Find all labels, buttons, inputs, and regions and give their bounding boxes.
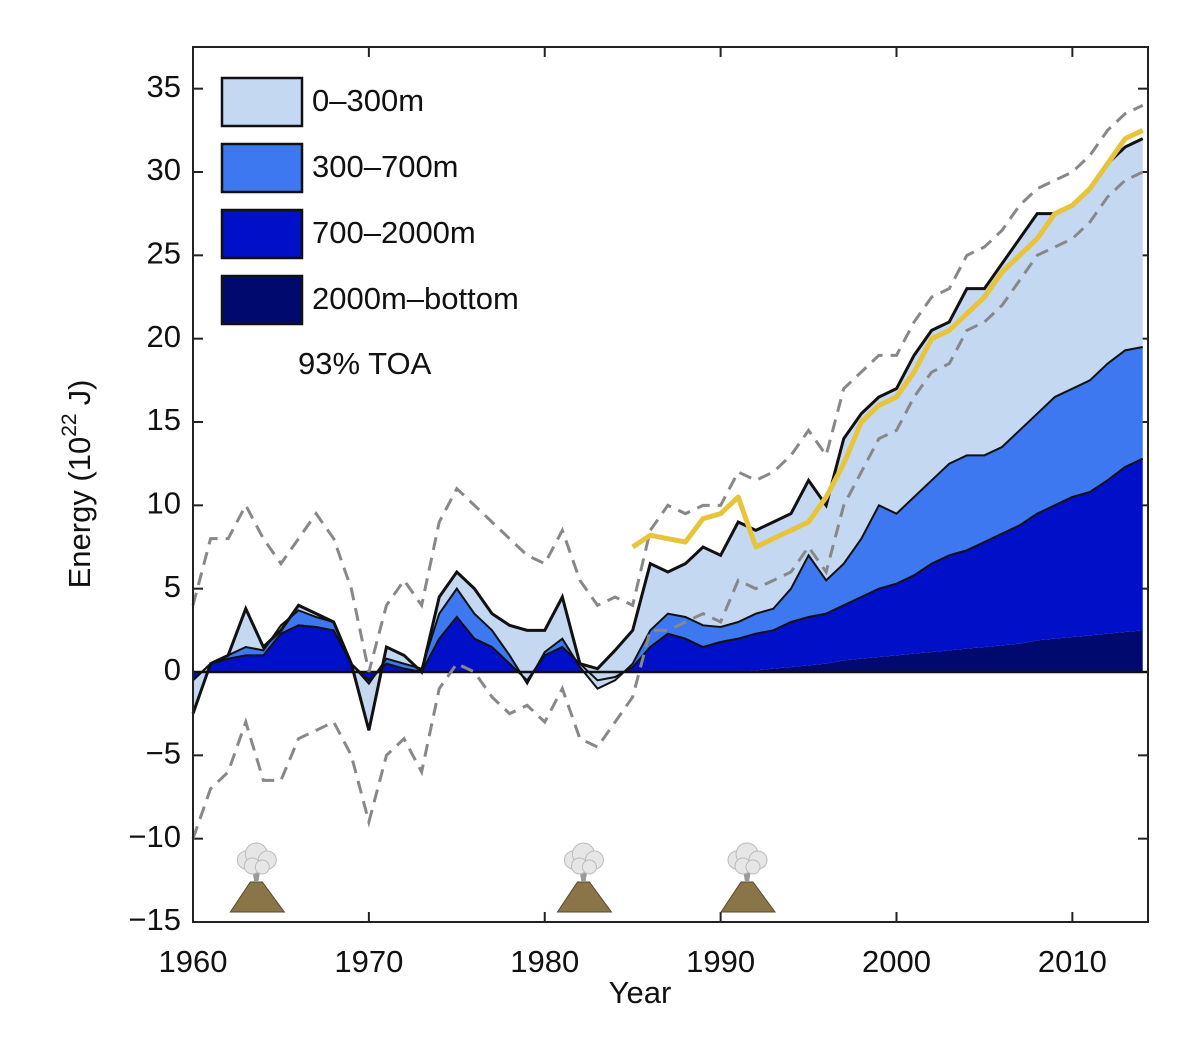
legend-swatch <box>220 142 304 194</box>
toa-label: 93% TOA <box>298 346 432 381</box>
volcano-icon <box>720 842 776 913</box>
volcano-cloud <box>254 859 270 875</box>
volcano-cloud <box>745 859 761 875</box>
volcano-cone <box>556 881 613 913</box>
y-label-unit: J) <box>62 380 97 406</box>
y-label-text: Energy (10 <box>62 437 97 589</box>
y-tick-label: 20 <box>147 319 181 354</box>
legend-label: 0–300m <box>312 83 424 118</box>
y-tick-label: 25 <box>147 236 181 271</box>
legend-label: 2000m–bottom <box>312 281 519 316</box>
y-tick-label: −15 <box>128 902 181 937</box>
x-tick-label: 1980 <box>510 944 579 979</box>
volcano-cone <box>229 881 286 913</box>
volcano-icon <box>556 842 613 913</box>
x-axis-label: Year <box>609 975 672 1010</box>
y-tick-label: 15 <box>147 402 181 437</box>
x-tick-label: 1960 <box>159 944 228 979</box>
y-tick-label: 10 <box>147 486 181 521</box>
y-tick-label: 35 <box>147 69 181 104</box>
y-axis-label: Energy (1022 J) <box>58 380 98 589</box>
volcano-cloud <box>581 859 597 875</box>
legend-swatch <box>220 76 304 128</box>
y-tick-label: 0 <box>164 652 181 687</box>
y-tick-label: 30 <box>147 152 181 187</box>
volcano-cone <box>720 881 776 913</box>
toa-line <box>631 128 1144 550</box>
x-tick-label: 1970 <box>334 944 403 979</box>
y-tick-label: 5 <box>164 569 181 604</box>
y-tick-label: −10 <box>128 819 181 854</box>
plot-frame <box>192 46 1149 923</box>
legend-label: 700–2000m <box>312 215 476 250</box>
legend-swatch <box>220 208 304 260</box>
y-tick-label: −5 <box>146 736 181 771</box>
area <box>193 630 1143 672</box>
x-tick-label: 1990 <box>686 944 755 979</box>
area <box>193 347 1143 689</box>
x-tick-label: 2000 <box>862 944 931 979</box>
legend-label: 300–700m <box>312 149 459 184</box>
area <box>193 458 1143 681</box>
x-tick-label: 2010 <box>1038 944 1107 979</box>
uncertainty-line <box>191 103 1144 673</box>
y-label-exponent: 22 <box>58 413 81 436</box>
volcano-icon <box>229 842 286 913</box>
legend-swatch <box>220 274 304 326</box>
area <box>193 138 1143 731</box>
area-top-line <box>191 137 1144 731</box>
